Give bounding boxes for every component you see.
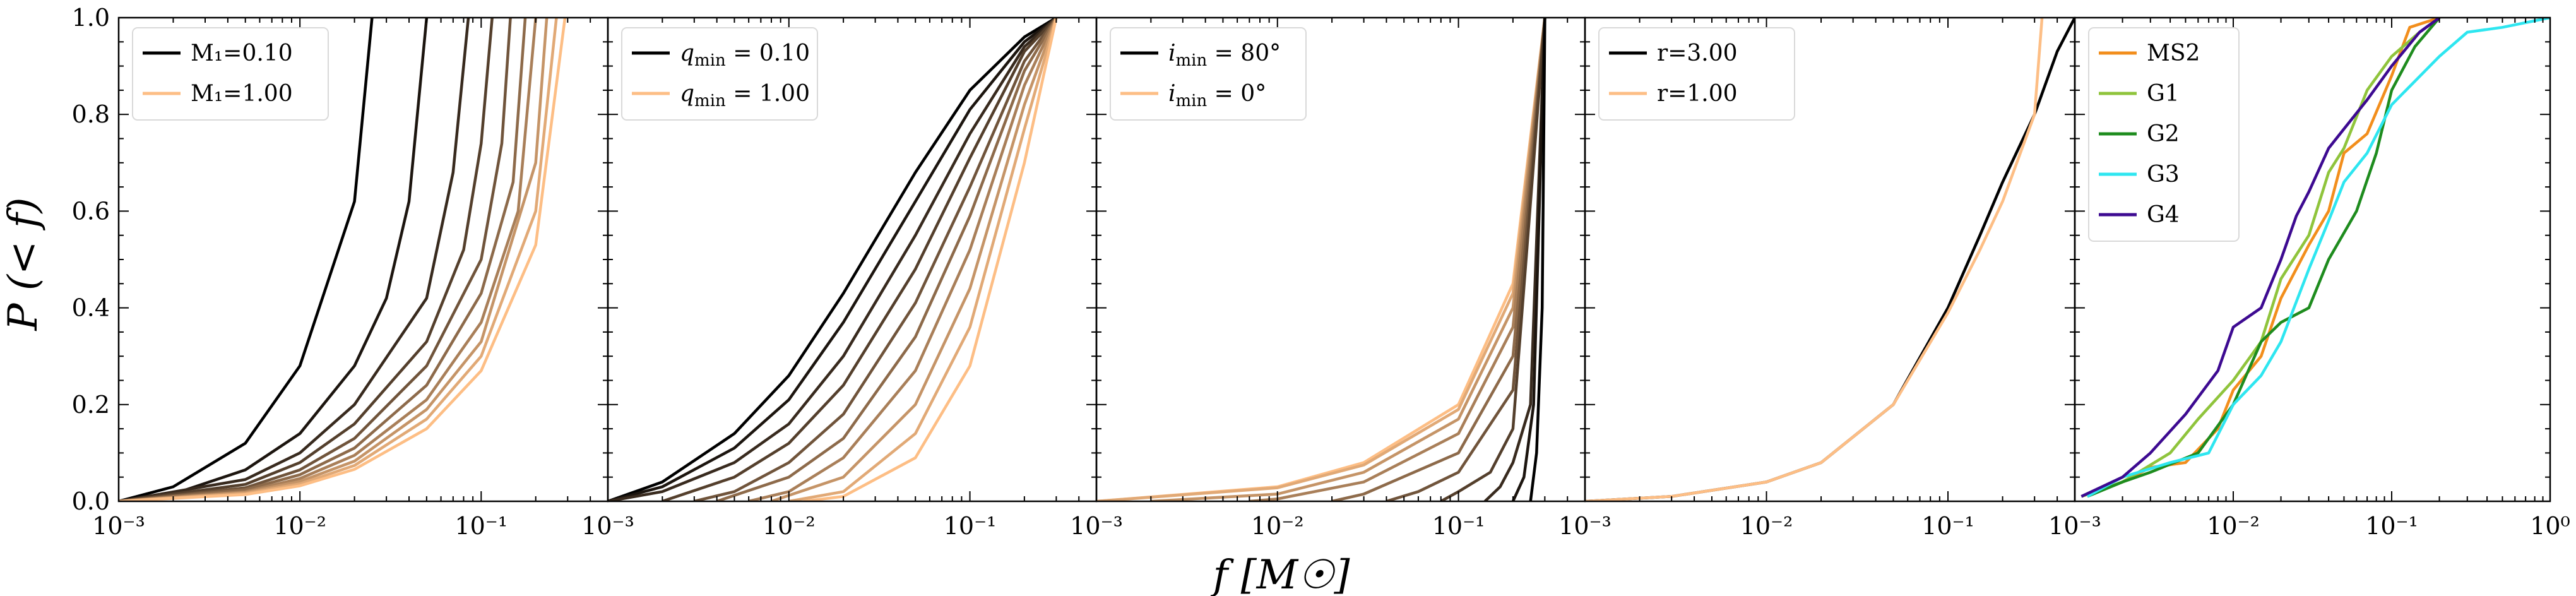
panels: 0.00.20.40.60.81.010⁻³ 10⁻² 10⁻¹M₁=0.10M₁=…	[72, 4, 2570, 540]
series-line-i-min-50-	[1386, 18, 1546, 501]
panel-1: 0.00.20.40.60.81.010⁻³ 10⁻² 10⁻¹M₁=0.10M₁=…	[72, 4, 609, 540]
x-tick-label: 10⁻³	[2048, 512, 2101, 540]
legend: M₁=0.10 M₁=1.00	[132, 27, 329, 121]
series-line-q-min-0-60	[716, 18, 1058, 501]
y-tick-label: 0.2	[72, 391, 110, 419]
legend-label: G1	[2147, 81, 2180, 107]
series-line-i-min-40-	[1331, 18, 1546, 501]
series-group	[2080, 18, 2550, 498]
x-tick-label: 10⁻²	[1251, 512, 1304, 540]
x-tick-label: 10⁻¹	[2365, 512, 2418, 540]
y-tick-label: 0.6	[72, 197, 110, 225]
panel-3: 10⁻³ 10⁻² 10⁻¹ imin = 80° imin = 0°	[1070, 16, 1586, 540]
x-tick-label: 10⁻²	[2207, 512, 2260, 540]
legend-label: imin = 80°	[1168, 40, 1281, 70]
legend: qmin = 0.10 qmin = 1.00	[621, 27, 818, 121]
legend-label: r=1.00	[1657, 81, 1738, 107]
series-line-q-min-0-90	[788, 18, 1058, 501]
x-tick-label: 10⁻¹	[454, 512, 507, 540]
series-line-g1	[2080, 18, 2440, 498]
y-tick-label: 0.4	[72, 294, 110, 322]
legend-label: MS2	[2147, 40, 2200, 66]
legend-label: G2	[2147, 121, 2180, 147]
series-line-i-min-75-	[1511, 18, 1546, 501]
legend-box	[1110, 27, 1307, 121]
series-line-m-0-50	[119, 18, 512, 501]
series-line-q-min-0-30	[608, 18, 1057, 501]
panel-4: 10⁻³ 10⁻² 10⁻¹ r=3.00 r=1.00	[1558, 16, 2076, 540]
series-line-q-min-0-50	[694, 18, 1058, 501]
series-line-i-min-20-	[1151, 18, 1546, 501]
series-line-i-min-30-	[1249, 18, 1546, 501]
series-group	[1585, 18, 2075, 501]
series-group	[608, 18, 1058, 501]
x-tick-label: 10⁻²	[273, 512, 326, 540]
legend-label: imin = 0°	[1168, 81, 1266, 110]
x-tick-label: 10⁻³	[92, 512, 145, 540]
legend-label: M₁=0.10	[191, 40, 293, 66]
series-line-q-min-0-10	[608, 18, 1057, 501]
legend-box	[621, 27, 818, 121]
x-axis-title: f [M☉]	[1211, 552, 1351, 596]
series-line-q-min-1-00	[803, 18, 1058, 501]
series-line-m-0-30	[119, 18, 470, 501]
y-tick-label: 1.0	[72, 4, 110, 32]
x-tick-label: 10⁻²	[1740, 512, 1793, 540]
series-line-m-0-40	[119, 18, 494, 501]
series-group	[119, 18, 567, 501]
legend: r=3.00 r=1.00	[1598, 27, 1795, 121]
series-line-q-min-0-20	[608, 18, 1057, 501]
series-line-m-1-00	[119, 18, 567, 501]
x-tick-label: 10⁻¹	[944, 512, 997, 540]
x-tick-label: 10⁻³	[581, 512, 634, 540]
x-tick-label: 10⁻¹	[1921, 512, 1974, 540]
legend-label: r=3.00	[1657, 40, 1738, 66]
x-tick-label: 10⁻³	[1558, 512, 1611, 540]
legend-box	[2088, 27, 2240, 242]
legend-box	[132, 27, 329, 121]
series-line-i-min-60-	[1440, 18, 1546, 501]
legend-label: M₁=1.00	[191, 81, 293, 107]
legend-box	[1598, 27, 1795, 121]
series-line-g4	[2080, 18, 2440, 498]
x-tick-label: 10⁻³	[1070, 512, 1123, 540]
x-tick-label: 10⁻¹	[1432, 512, 1485, 540]
legend: imin = 80° imin = 0°	[1110, 27, 1307, 121]
legend-label: G3	[2147, 162, 2180, 188]
legend-label: G4	[2147, 202, 2180, 228]
panel-5: 10⁻³ 10⁻² 10⁻¹ 10⁰ MS2 G1 G2 G3 G4	[2048, 16, 2570, 540]
legend-label: qmin = 0.10	[680, 40, 810, 70]
series-line-i-min-70-	[1483, 18, 1546, 501]
x-tick-label: 10⁻²	[763, 512, 816, 540]
series-line-m-0-10	[119, 18, 374, 501]
series-group	[1096, 18, 1546, 501]
legend: MS2 G1 G2 G3 G4	[2088, 27, 2240, 242]
series-line-g2	[2087, 18, 2441, 498]
panel-2: 10⁻³ 10⁻² 10⁻¹ qmin = 0.10 qmin = 1.00	[581, 16, 1098, 540]
series-line-i-min-80-	[1529, 18, 1546, 501]
y-axis-title: P (< f)	[0, 198, 47, 331]
y-tick-label: 0.8	[72, 100, 110, 128]
series-line-r-1-00	[1585, 18, 2044, 501]
series-line-m-0-60	[119, 18, 527, 501]
y-tick-label: 0.0	[72, 487, 110, 515]
series-line-q-min-0-80	[771, 18, 1058, 501]
legend-label: qmin = 1.00	[680, 81, 810, 110]
series-line-q-min-0-40	[662, 18, 1058, 501]
series-line-g3	[2086, 18, 2550, 498]
x-tick-label: 10⁰	[2530, 512, 2570, 540]
